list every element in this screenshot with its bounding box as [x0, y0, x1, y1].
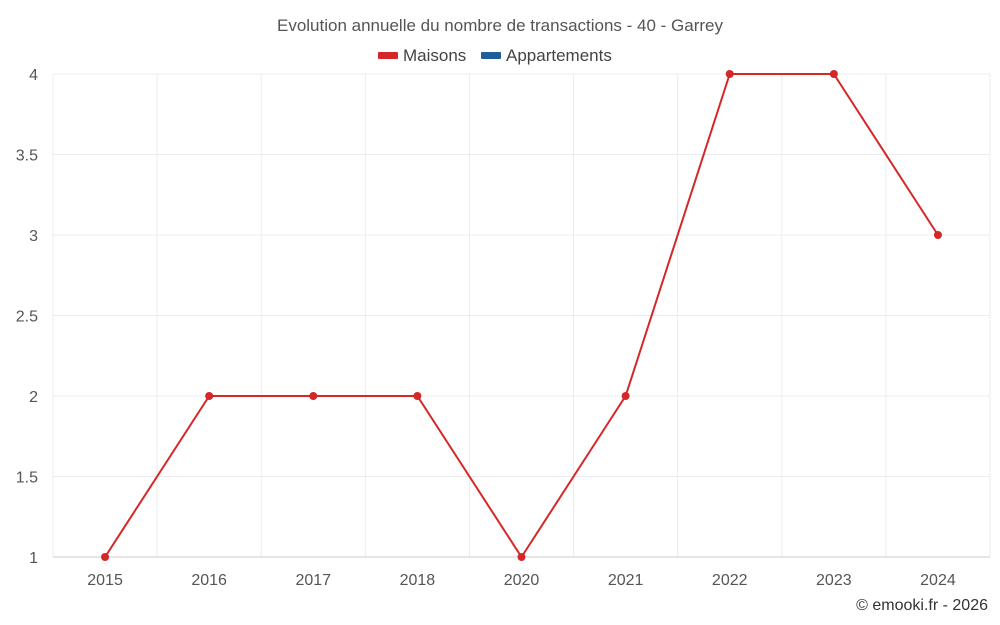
- data-point[interactable]: [309, 392, 318, 400]
- y-tick-label: 2: [29, 389, 38, 406]
- data-point[interactable]: [413, 392, 422, 400]
- data-point[interactable]: [933, 231, 942, 239]
- x-tick-label: 2020: [504, 572, 540, 589]
- x-tick-label: 2022: [712, 572, 748, 589]
- data-point[interactable]: [517, 553, 526, 561]
- legend-item-maisons[interactable]: Maisons: [378, 46, 466, 65]
- y-tick-label: 1.5: [16, 470, 38, 487]
- x-tick-label: 2024: [920, 572, 956, 589]
- legend-swatch-maisons: [378, 52, 398, 59]
- x-axis-ticks: 2015 2016 2017 2018 2020 2021 2022 2023 2024: [87, 572, 956, 589]
- data-point[interactable]: [725, 70, 734, 78]
- legend: Maisons Appartements: [378, 46, 612, 65]
- data-point[interactable]: [829, 70, 838, 78]
- legend-label-maisons: Maisons: [403, 46, 466, 65]
- y-tick-label: 3: [29, 228, 38, 245]
- y-tick-label: 2.5: [16, 309, 38, 326]
- x-tick-label: 2023: [816, 572, 852, 589]
- y-tick-label: 3.5: [16, 148, 38, 165]
- x-tick-label: 2015: [87, 572, 123, 589]
- data-point[interactable]: [205, 392, 214, 400]
- data-point[interactable]: [621, 392, 630, 400]
- y-axis-ticks: 1 1.5 2 2.5 3 3.5 4: [16, 67, 38, 567]
- credit-text: © emooki.fr - 2026: [856, 597, 988, 614]
- x-tick-label: 2017: [295, 572, 331, 589]
- chart-title: Evolution annuelle du nombre de transact…: [277, 16, 724, 35]
- x-tick-label: 2016: [191, 572, 227, 589]
- legend-label-appartements: Appartements: [506, 46, 612, 65]
- legend-swatch-appartements: [481, 52, 501, 59]
- x-tick-label: 2018: [400, 572, 436, 589]
- y-tick-label: 1: [29, 550, 38, 567]
- x-tick-label: 2021: [608, 572, 644, 589]
- data-point[interactable]: [101, 553, 110, 561]
- grid: [52, 73, 991, 558]
- series-maisons: [101, 70, 942, 561]
- y-tick-label: 4: [29, 67, 38, 84]
- legend-item-appartements[interactable]: Appartements: [481, 46, 612, 65]
